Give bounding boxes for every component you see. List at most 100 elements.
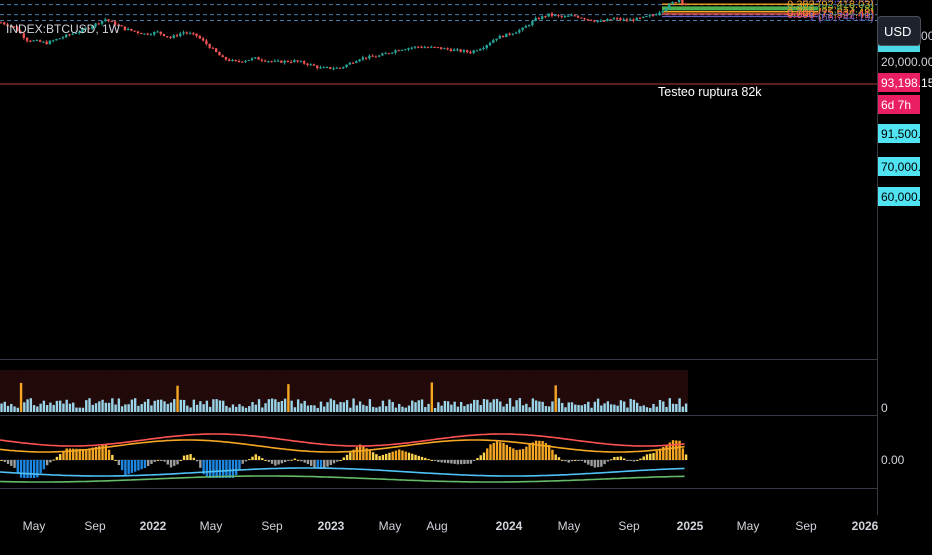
candle-body bbox=[488, 42, 492, 46]
candle-body bbox=[185, 32, 189, 34]
volume-bg-band bbox=[511, 370, 516, 412]
volume-bg-band bbox=[374, 370, 379, 412]
volume-bg-band bbox=[492, 370, 496, 412]
candle-body bbox=[19, 31, 22, 34]
volume-bar bbox=[91, 404, 94, 412]
oscillator-bar bbox=[564, 460, 567, 462]
oscillator-bar bbox=[29, 460, 33, 478]
volume-bg-band bbox=[352, 370, 356, 412]
oscillator-bar bbox=[68, 448, 72, 460]
candle-body bbox=[449, 49, 453, 52]
volume-bar bbox=[652, 403, 655, 412]
candle-body bbox=[107, 19, 110, 21]
candle-body bbox=[263, 60, 267, 62]
oscillator-bar bbox=[221, 460, 225, 478]
volume-bar bbox=[505, 403, 508, 412]
volume-bar bbox=[414, 402, 417, 412]
candle-body bbox=[104, 19, 107, 22]
volume-bar bbox=[0, 403, 3, 412]
volume-bg-band bbox=[394, 370, 398, 412]
volume-bar bbox=[23, 402, 26, 412]
fibonacci-retracement[interactable] bbox=[662, 0, 818, 18]
volume-bg-band bbox=[547, 370, 551, 412]
oscillator-cyan-line bbox=[0, 467, 685, 477]
volume-bar bbox=[681, 406, 685, 412]
oscillator-bar bbox=[362, 446, 365, 460]
volume-bg-band bbox=[45, 370, 49, 412]
candle-body bbox=[58, 38, 61, 40]
volume-bg-band bbox=[296, 370, 300, 412]
time-axis-label: May bbox=[200, 519, 223, 533]
volume-bg-band bbox=[658, 370, 662, 412]
volume-bg-band bbox=[110, 370, 115, 412]
volume-bar bbox=[169, 402, 173, 412]
volume-bg-band bbox=[479, 370, 483, 412]
currency-button[interactable]: USD bbox=[877, 16, 921, 46]
oscillator-bar bbox=[186, 454, 189, 460]
candle-body bbox=[426, 47, 430, 49]
volume-bg-band bbox=[622, 370, 626, 412]
candle-body bbox=[439, 47, 443, 49]
volume-bar bbox=[378, 406, 381, 412]
oscillator-bar bbox=[287, 460, 290, 461]
oscillator-bar bbox=[166, 460, 169, 465]
volume-bar bbox=[362, 404, 365, 412]
candle-body bbox=[430, 46, 433, 48]
oscillator-bar bbox=[567, 460, 570, 463]
oscillator-bar bbox=[117, 460, 121, 466]
candle-body bbox=[668, 4, 671, 9]
volume-bar bbox=[671, 403, 675, 412]
candle-body bbox=[580, 17, 583, 19]
volume-bg-band bbox=[678, 370, 682, 412]
oscillator-bar bbox=[561, 459, 564, 461]
volume-bar bbox=[531, 398, 535, 412]
candle-body bbox=[195, 33, 198, 36]
time-axis[interactable]: May Sep 2022 May Sep 2023 May Aug 2024 May Sep 2025… bbox=[23, 519, 879, 533]
volume-bg-band bbox=[616, 370, 620, 412]
volume-bg-band bbox=[306, 370, 310, 412]
oscillator-bar bbox=[296, 459, 300, 461]
candle-body bbox=[596, 21, 599, 23]
volume-bg-band bbox=[16, 370, 20, 412]
volume-bg-band bbox=[505, 370, 509, 412]
oscillator-bar bbox=[355, 447, 359, 460]
oscillator-bar bbox=[244, 460, 248, 462]
volume-bg-band bbox=[97, 370, 102, 412]
candle-body bbox=[540, 16, 544, 19]
chart-annotation[interactable]: Testeo ruptura 82k bbox=[658, 85, 762, 99]
candle-body bbox=[231, 59, 234, 61]
oscillator-bar bbox=[0, 460, 3, 461]
volume-bg-band bbox=[322, 370, 327, 412]
candle-body bbox=[283, 60, 286, 63]
oscillator-bar bbox=[329, 460, 332, 466]
volume-bar bbox=[411, 400, 414, 412]
volume-bg-band bbox=[65, 370, 69, 412]
candle-body bbox=[342, 66, 345, 69]
oscillator-bar bbox=[596, 460, 600, 468]
oscillator-bar bbox=[375, 454, 378, 460]
oscillator-green-line bbox=[0, 475, 685, 483]
candle-body bbox=[479, 49, 482, 51]
candle-body bbox=[482, 47, 485, 50]
volume-bar bbox=[55, 400, 59, 412]
candle-body bbox=[410, 47, 413, 49]
volume-bg-band bbox=[247, 370, 252, 412]
volume-bg-band bbox=[361, 370, 366, 412]
volume-bg-band bbox=[234, 370, 239, 412]
volume-bar bbox=[10, 403, 13, 412]
oscillator-bar bbox=[675, 440, 678, 460]
volume-bar bbox=[45, 405, 49, 412]
oscillator-bar bbox=[603, 460, 606, 465]
volume-bar bbox=[567, 402, 570, 412]
volume-bar bbox=[486, 399, 489, 412]
oscillator-bar bbox=[114, 460, 117, 461]
oscillator-bar bbox=[98, 446, 101, 460]
oscillator-bar bbox=[515, 449, 518, 460]
volume-bg-band bbox=[117, 370, 121, 412]
oscillator-bar bbox=[629, 460, 632, 461]
symbol-title[interactable]: INDEX:BTCUSD, 1W bbox=[6, 22, 121, 36]
price-badge bbox=[878, 187, 920, 206]
volume-bg-band bbox=[573, 370, 578, 412]
